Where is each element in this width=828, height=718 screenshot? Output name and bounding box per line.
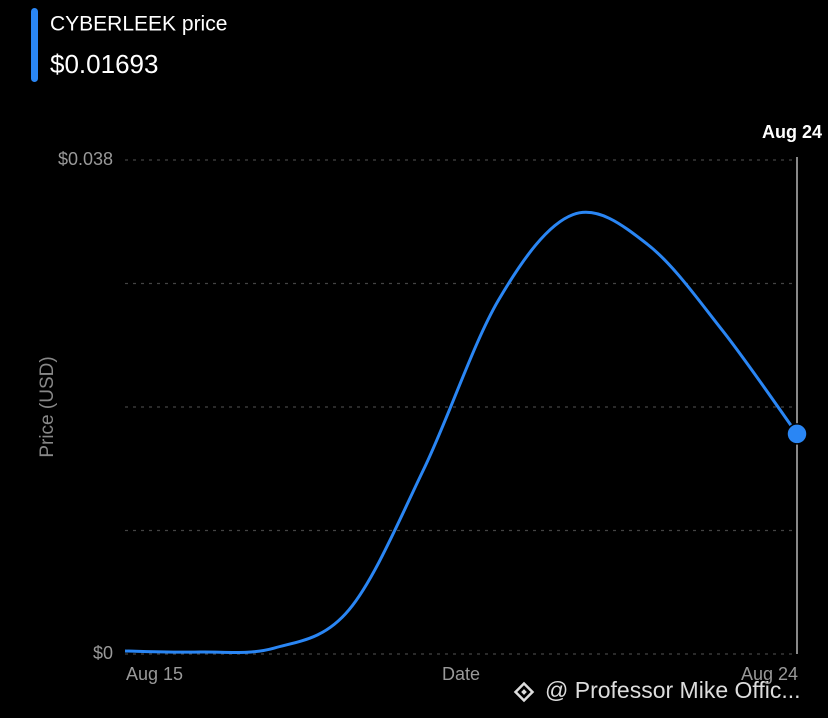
x-tick-label: Aug 15 [126,664,183,684]
hover-point [786,423,808,445]
y-tick-label: $0.038 [58,149,113,169]
line [124,210,799,654]
x-tick-label: Aug 24 [741,664,798,684]
x-axis-title: Date [442,664,480,684]
watermark: @ Professor Mike Offic... [545,677,801,703]
price-label: $0.01693 [50,49,158,79]
y-tick-label: $0 [93,643,113,663]
crosshair-label: Aug 24 [762,122,822,142]
watermark-icon [513,681,535,703]
chart-title: CYBERLEEK price [50,13,227,36]
y-axis-title: Price (USD) [37,356,58,457]
series-marker [31,8,38,82]
